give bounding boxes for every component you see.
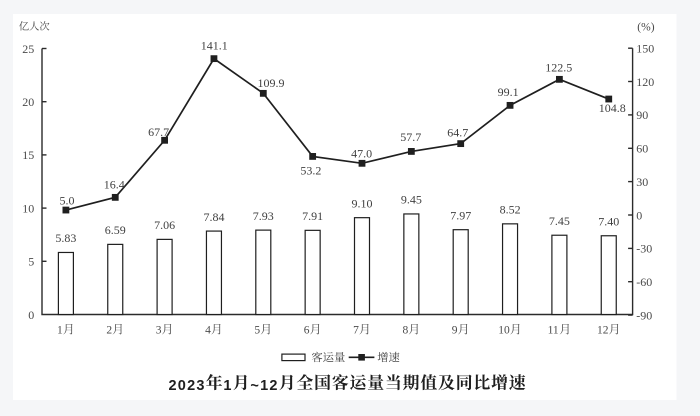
svg-text:0: 0 (178, 378, 186, 394)
svg-text:99.1: 99.1 (498, 85, 519, 99)
svg-text:8.52: 8.52 (500, 203, 521, 217)
svg-text:7: 7 (353, 324, 359, 336)
svg-text:4: 4 (205, 324, 211, 336)
svg-text:(%): (%) (637, 22, 654, 34)
svg-text:2: 2 (169, 378, 177, 394)
svg-text:7.45: 7.45 (549, 214, 570, 228)
svg-text:6.59: 6.59 (105, 223, 126, 237)
svg-text:64.7: 64.7 (447, 126, 468, 140)
svg-text:2: 2 (106, 324, 112, 336)
svg-text:0: 0 (636, 208, 642, 222)
svg-text:-30: -30 (636, 242, 652, 256)
svg-text:6: 6 (304, 324, 310, 336)
svg-text:25: 25 (22, 42, 34, 56)
svg-text:5: 5 (254, 324, 260, 336)
svg-text:1: 1 (57, 324, 63, 336)
svg-text:8: 8 (403, 324, 409, 336)
svg-text:7.84: 7.84 (204, 210, 225, 224)
svg-text:~: ~ (250, 378, 258, 394)
svg-text:15: 15 (22, 148, 34, 162)
svg-text:150: 150 (636, 42, 654, 56)
svg-text:2: 2 (269, 378, 277, 394)
svg-text:3: 3 (196, 378, 204, 394)
svg-text:-90: -90 (636, 308, 652, 322)
svg-text:67.7: 67.7 (148, 125, 169, 139)
svg-text:7.97: 7.97 (450, 208, 471, 222)
svg-text:5.0: 5.0 (60, 194, 75, 208)
svg-text:7.91: 7.91 (302, 209, 323, 223)
svg-text:141.1: 141.1 (201, 39, 228, 53)
svg-text:30: 30 (636, 175, 648, 189)
svg-text:20: 20 (22, 95, 34, 109)
svg-text:1: 1 (260, 378, 268, 394)
svg-text:0: 0 (28, 308, 34, 322)
svg-text:90: 90 (636, 108, 648, 122)
svg-text:3: 3 (156, 324, 162, 336)
svg-text:1: 1 (223, 378, 231, 394)
svg-text:5.83: 5.83 (55, 231, 76, 245)
svg-text:122.5: 122.5 (545, 61, 572, 75)
svg-text:10: 10 (22, 201, 34, 215)
svg-text:104.8: 104.8 (599, 101, 626, 115)
svg-text:47.0: 47.0 (351, 146, 372, 160)
svg-text:60: 60 (636, 142, 648, 156)
svg-text:10: 10 (498, 324, 510, 336)
svg-text:9.10: 9.10 (352, 196, 373, 210)
svg-text:7.06: 7.06 (154, 218, 175, 232)
svg-text:11: 11 (548, 324, 559, 336)
svg-text:53.2: 53.2 (300, 164, 321, 178)
svg-text:109.9: 109.9 (258, 76, 285, 90)
svg-text:120: 120 (636, 75, 654, 89)
svg-text:5: 5 (28, 255, 34, 269)
svg-text:57.7: 57.7 (400, 130, 421, 144)
svg-text:9: 9 (452, 324, 458, 336)
svg-text:12: 12 (597, 324, 609, 336)
svg-text:7.93: 7.93 (253, 209, 274, 223)
svg-text:2: 2 (187, 378, 195, 394)
svg-text:16.4: 16.4 (104, 178, 125, 192)
svg-text:9.45: 9.45 (401, 193, 422, 207)
svg-text:7.40: 7.40 (598, 215, 619, 229)
svg-text:-60: -60 (636, 275, 652, 289)
